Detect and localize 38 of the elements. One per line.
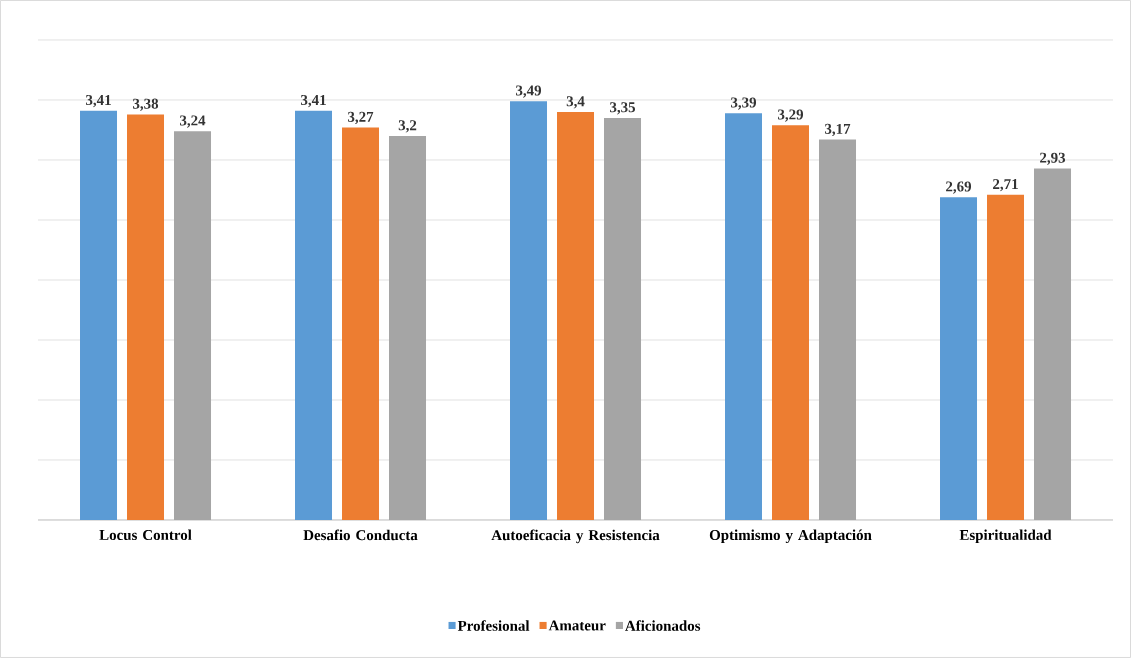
x-tick-label: Espiritualidad	[959, 529, 1052, 544]
bar	[772, 125, 810, 520]
bar	[80, 110, 118, 520]
data-label: 3,4	[566, 96, 585, 109]
data-label: 2,93	[1040, 152, 1066, 165]
data-label: 3,27	[348, 111, 374, 125]
data-label: 3,17	[825, 123, 851, 137]
bar	[940, 197, 978, 520]
bar	[510, 101, 548, 520]
data-label: 3,41	[301, 95, 326, 108]
bar	[987, 194, 1025, 520]
bar	[604, 117, 642, 520]
bar	[725, 113, 763, 520]
bar	[295, 110, 333, 520]
data-label: 2,69	[946, 181, 972, 194]
bar	[819, 139, 857, 520]
bar	[1034, 168, 1072, 520]
x-tick-label: Desafio Conducta	[303, 529, 418, 541]
bar	[342, 127, 380, 520]
data-label: 3,49	[515, 85, 542, 98]
data-label: 3,35	[610, 102, 636, 115]
x-tick-label: Autoeficacia y Resistencia	[491, 529, 660, 544]
bar	[127, 114, 165, 520]
data-label: 3,39	[731, 97, 757, 110]
bar	[557, 111, 595, 520]
bar	[389, 135, 427, 520]
x-tick-label: Locus Control	[99, 529, 192, 541]
bar	[174, 131, 212, 520]
x-tick-label: Optimismo y Adaptación	[709, 529, 872, 544]
legend-label: Aficionados	[625, 620, 701, 631]
data-label: 3,38	[133, 98, 159, 111]
data-label: 3,41	[86, 95, 111, 108]
data-label: 3,2	[398, 120, 417, 133]
legend-label: Amateur	[548, 620, 606, 631]
legend-label: Profesional	[457, 620, 530, 631]
data-label: 3,24	[180, 115, 206, 128]
data-label: 3,29	[777, 109, 804, 122]
data-label: 2,71	[993, 179, 1018, 192]
